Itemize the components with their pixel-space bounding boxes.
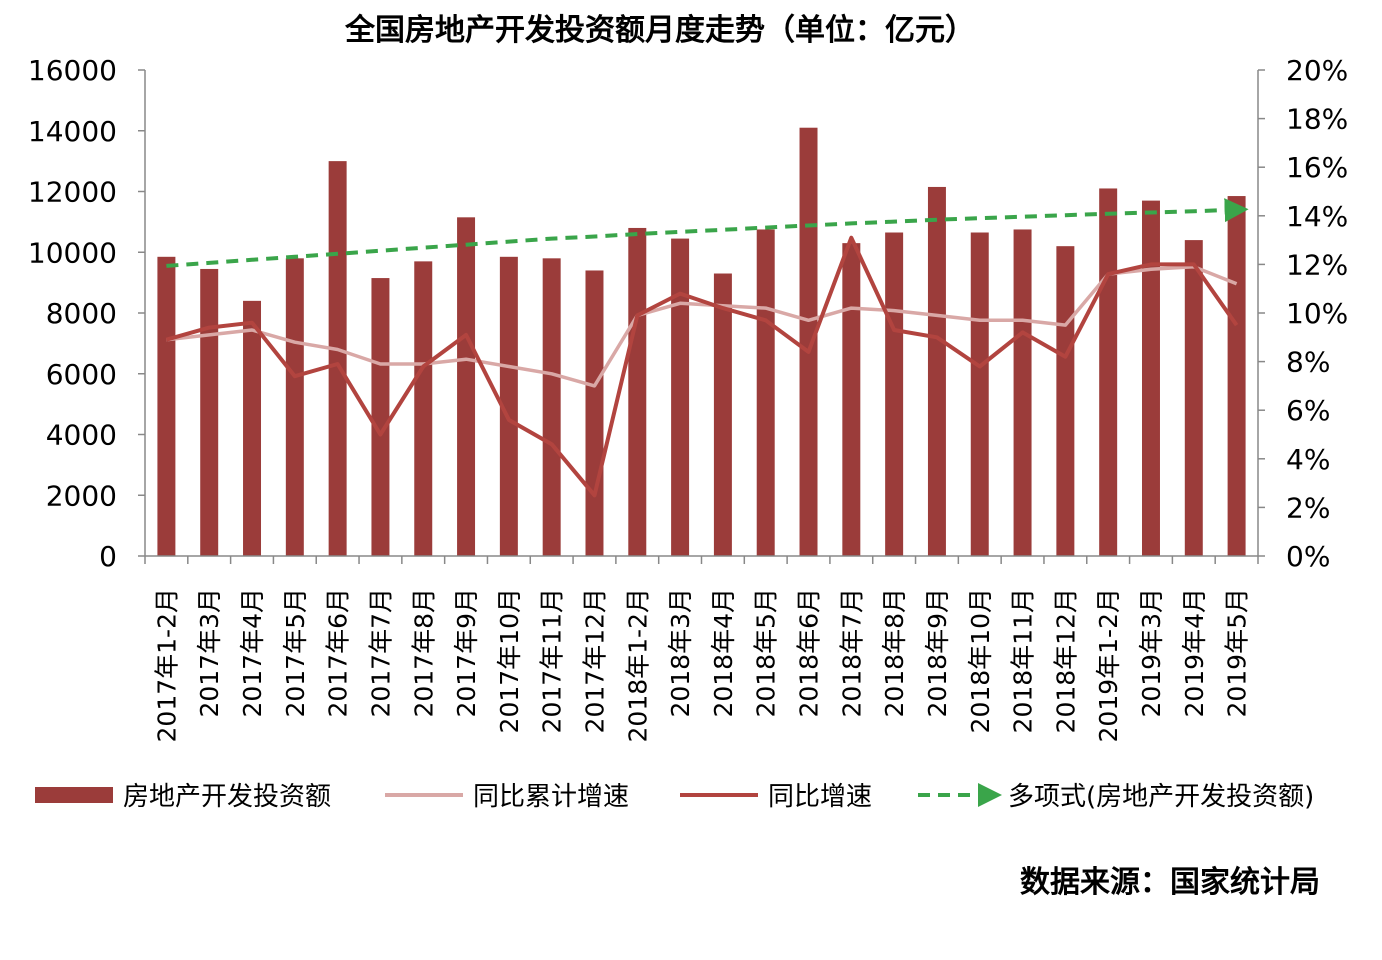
legend: 房地产开发投资额 同比累计增速 同比增速 多项式(房地产开发投资额) [35, 782, 1314, 812]
x-tick-label: 2017年9月 [452, 588, 481, 718]
x-tick-label: 2017年10月 [495, 588, 524, 733]
legend-label-4: 多项式(房地产开发投资额) [1008, 782, 1314, 812]
y-right-tick-label: 16% [1286, 151, 1348, 184]
y-right-tick-label: 12% [1286, 248, 1348, 281]
bar-12 [628, 227, 647, 556]
y-left-tick-label: 14000 [28, 115, 117, 148]
bar-9 [499, 256, 518, 556]
x-tick-label: 2017年3月 [195, 588, 224, 718]
legend-label-2: 同比累计增速 [473, 782, 629, 812]
x-tick-label: 2019年1-2月 [1094, 588, 1123, 742]
y-right-tick-label: 6% [1286, 394, 1330, 427]
y-right-tick-label: 14% [1286, 200, 1348, 233]
bar-2 [200, 268, 219, 556]
y-left-tick-label: 2000 [46, 479, 117, 512]
x-tick-label: 2018年3月 [666, 588, 695, 718]
y-left-tick-label: 8000 [46, 297, 117, 330]
y-left-tick-label: 12000 [28, 176, 117, 209]
y-right-tick-label: 4% [1286, 443, 1330, 476]
trend-line [166, 198, 1249, 268]
x-tick-label: 2018年5月 [752, 588, 781, 718]
series-line-2 [165, 235, 1239, 498]
bar-22 [1056, 246, 1075, 557]
bar-5 [328, 161, 347, 556]
x-tick-label: 2017年4月 [238, 588, 267, 718]
x-tick-label: 2018年4月 [709, 588, 738, 718]
bar-26 [1227, 196, 1246, 556]
x-tick-label: 2017年5月 [281, 588, 310, 718]
x-tick-label: 2017年11月 [538, 588, 567, 733]
bar-24 [1141, 200, 1160, 557]
y-left-tick-label: 6000 [46, 358, 117, 391]
bar-20 [970, 232, 989, 556]
bar-23 [1099, 188, 1118, 556]
bar-3 [243, 300, 262, 556]
x-tick-label: 2019年4月 [1180, 588, 1209, 718]
y-left-tick-label: 10000 [28, 236, 117, 269]
y-right-tick-label: 2% [1286, 491, 1330, 524]
bar-21 [1013, 229, 1032, 556]
bar-18 [885, 232, 904, 556]
legend-swatch-bar [35, 787, 113, 803]
bar-4 [285, 258, 304, 556]
x-tick-label: 2017年6月 [324, 588, 353, 718]
y-right-tick-label: 10% [1286, 297, 1348, 330]
x-tick-label: 2017年7月 [366, 588, 395, 718]
x-tick-label: 2018年10月 [966, 588, 995, 733]
y-right-tick-label: 8% [1286, 346, 1330, 379]
x-tick-label: 2018年11月 [1009, 588, 1038, 733]
x-tick-label: 2018年8月 [880, 588, 909, 718]
x-tick-label: 2018年9月 [923, 588, 952, 718]
chart-title: 全国房地产开发投资额月度走势（单位：亿元） [344, 13, 975, 48]
bar-11 [585, 270, 604, 556]
x-tick-label: 2018年1-2月 [623, 588, 652, 742]
bar-10 [542, 258, 561, 556]
y-right-tick-label: 0% [1286, 540, 1330, 573]
x-tick-label: 2018年7月 [837, 588, 866, 718]
bar-1 [157, 256, 176, 556]
bar-13 [671, 238, 690, 557]
y-left-tick-label: 4000 [46, 419, 117, 452]
y-right-tick-label: 20% [1286, 54, 1348, 87]
bar-14 [713, 273, 732, 556]
y-left-tick-label: 0 [99, 540, 117, 573]
bar-19 [927, 186, 946, 556]
bar-16 [799, 127, 818, 557]
bars-layer [157, 127, 1246, 557]
x-tick-label: 2019年5月 [1223, 588, 1252, 718]
bar-7 [414, 261, 433, 556]
source-note: 数据来源：国家统计局 [1020, 865, 1320, 900]
lines-layer [165, 198, 1249, 498]
x-tick-label: 2017年12月 [580, 588, 609, 733]
y-left-tick-label: 16000 [28, 54, 117, 87]
x-tick-label: 2017年8月 [409, 588, 438, 718]
legend-label-3: 同比增速 [768, 782, 872, 812]
bar-25 [1184, 240, 1203, 556]
x-tick-label: 2019年3月 [1137, 588, 1166, 718]
bar-6 [371, 278, 390, 556]
bar-17 [842, 243, 861, 556]
series-line-1 [166, 265, 1238, 388]
x-tick-label: 2018年6月 [795, 588, 824, 718]
x-tick-label: 2018年12月 [1051, 588, 1080, 733]
bar-8 [457, 217, 476, 556]
y-right-tick-label: 18% [1286, 103, 1348, 136]
bar-15 [756, 229, 775, 556]
axes-layer: 0 2000 4000 6000 8000 10000 12000 14000 16000 0% 2… [28, 54, 1348, 742]
x-tick-label: 2017年1-2月 [152, 588, 181, 742]
legend-label-1: 房地产开发投资额 [123, 782, 331, 812]
